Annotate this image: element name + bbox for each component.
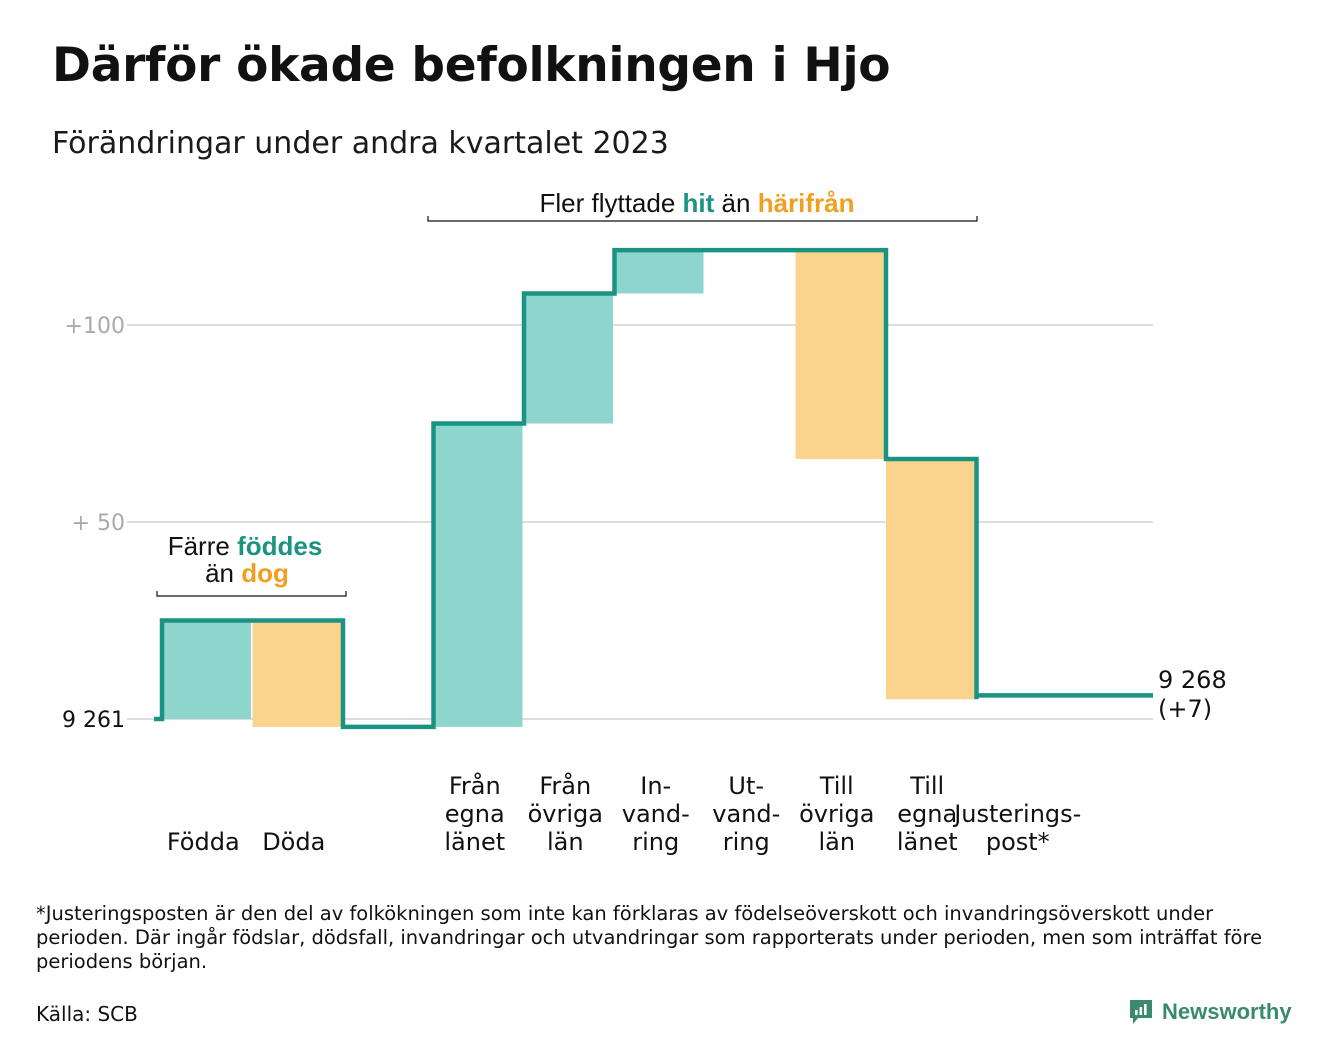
x-tick-label: vand- (712, 800, 780, 828)
x-axis-labels: Födda DödaFrånegnalänetFrånövrigalänIn-va… (167, 771, 1081, 856)
bar-8 (886, 458, 975, 700)
page-subtitle: Förändringar under andra kvartalet 2023 (52, 126, 669, 161)
x-tick-label: Från (539, 771, 591, 800)
x-tick-label: övriga (799, 800, 874, 828)
moves-annotation-prefix: Fler flyttade (539, 188, 675, 218)
step-line-layer (154, 247, 1153, 730)
x-tick-label: länet (897, 828, 958, 856)
x-tick-label: Justerings- (952, 800, 1081, 828)
bar-1 (252, 620, 342, 727)
x-tick-label: egna (897, 800, 957, 828)
y-tick-label: + 50 (72, 511, 125, 536)
moves-bracket (427, 216, 978, 222)
svg-text:än dog: än dog (205, 558, 289, 588)
bar-7 (795, 250, 885, 459)
x-tick-label: vand- (622, 800, 690, 828)
bar-5 (614, 250, 704, 294)
x-tick-label: Till (819, 772, 854, 800)
moves-annotation-harifran: härifrån (758, 188, 855, 218)
x-tick-label: Födda (167, 828, 240, 856)
births-annotation-prefix: Färre (168, 531, 230, 561)
bar-4 (524, 293, 613, 424)
svg-text:Färre föddes: Färre föddes (168, 531, 323, 561)
end-change-label: (+7) (1158, 695, 1212, 723)
births-annotation-prefix-2: än (205, 558, 234, 588)
births-bracket (156, 591, 347, 597)
bar-0 (162, 620, 251, 719)
x-tick-label: Döda (262, 828, 325, 856)
end-value-label: 9 268 (1158, 666, 1227, 694)
page-title: Därför ökade befolkningen i Hjo (52, 38, 891, 93)
step-line (154, 247, 1153, 730)
x-tick-label: ring (723, 828, 770, 856)
x-tick-label: In- (640, 772, 671, 800)
x-tick-label: Till (909, 772, 944, 800)
footnote: *Justeringsposten är den del av folkökni… (36, 902, 1263, 973)
x-tick-label: län (818, 828, 855, 856)
x-tick-label: Ut- (728, 772, 764, 800)
x-tick-label: egna (445, 800, 505, 828)
bars-layer (162, 250, 975, 727)
x-tick-label: ring (632, 828, 679, 856)
births-annotation-highlight-2: dog (241, 558, 289, 588)
y-tick-label: 9 261 (62, 708, 125, 733)
newsworthy-logo-text: Newsworthy (1162, 999, 1292, 1024)
births-annotation-highlight: föddes (237, 531, 322, 561)
x-tick-label: Från (449, 771, 501, 800)
x-tick-label: övriga (528, 800, 603, 828)
bar-3 (433, 423, 523, 727)
waterfall-chart: 9 261+ 50+100 Födda DödaFrånegnalänetFrån… (62, 188, 1227, 856)
moves-annotation: Fler flyttade hit än härifrån (427, 188, 978, 222)
x-tick-label: länet (444, 828, 505, 856)
source-credit: Källa: SCB (36, 1002, 138, 1026)
svg-text:Fler flyttade hit: Fler flyttade hit än härifrån (539, 188, 854, 218)
y-tick-label: +100 (65, 314, 125, 339)
y-axis-ticks: 9 261 + 50 +100 (62, 314, 125, 733)
newsworthy-logo[interactable]: Newsworthy (1128, 998, 1292, 1026)
x-tick-label: län (547, 828, 584, 856)
moves-annotation-hit: hit (683, 188, 715, 218)
x-tick-label: post* (986, 828, 1050, 856)
moves-annotation-middle: än (722, 188, 751, 218)
newsworthy-logo-icon (1130, 1000, 1152, 1024)
births-annotation: Färre föddes än dog (156, 531, 347, 597)
